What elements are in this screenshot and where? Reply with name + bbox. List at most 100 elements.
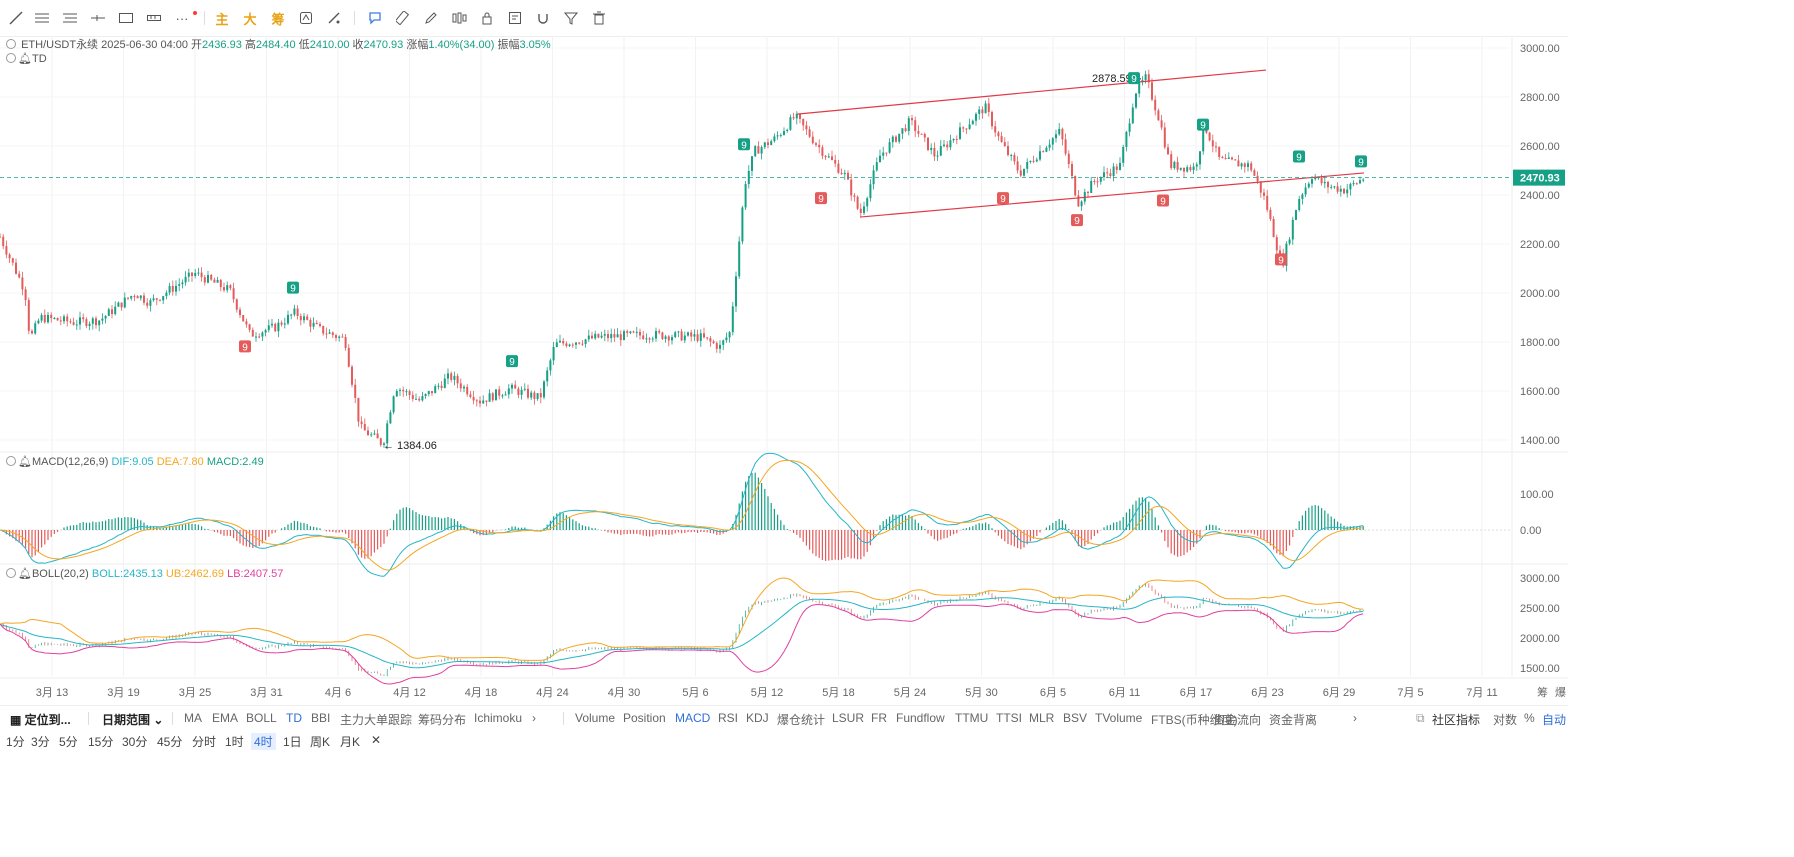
filter-icon[interactable] [563,10,579,26]
candle-body [994,126,997,133]
candle-body [1243,163,1246,168]
interval-3m[interactable]: 3分 [31,735,50,749]
candle-body [1218,146,1221,157]
tab-boll[interactable]: BOLL [246,711,277,725]
tab-td[interactable]: TD [286,711,302,725]
chevron-right-icon[interactable]: › [1353,711,1357,725]
tab-mlr[interactable]: MLR [1029,711,1055,725]
visibility-icon[interactable] [6,53,16,63]
tab-volume[interactable]: Volume [575,711,616,725]
tab-main-force[interactable]: 主力大单跟踪 [340,713,413,727]
visibility-icon[interactable] [6,568,16,578]
interval-15m[interactable]: 15分 [88,735,114,749]
more-tools-icon[interactable]: ··· [175,10,189,26]
tab-position[interactable]: Position [623,711,666,725]
tab-rsi[interactable]: RSI [718,711,739,725]
external-link-icon[interactable]: ⧉ [1416,711,1425,725]
interval-1m[interactable]: 1分 [6,735,25,749]
parallel-channel-icon[interactable] [62,10,78,26]
candle-body [31,330,33,334]
cycle-icon[interactable] [298,10,314,26]
tab-tvolume[interactable]: TVolume [1095,711,1143,725]
candle-body [1240,163,1243,167]
candle-body [1336,186,1339,192]
candle-body [1295,210,1297,220]
interval-1h[interactable]: 1时 [225,735,244,749]
close-icon[interactable]: ✕ [371,733,382,747]
ruler-icon[interactable] [395,10,411,26]
magnet-icon[interactable] [535,10,551,26]
candle-body [891,136,894,143]
interval-45m[interactable]: 45分 [157,735,183,749]
tab-bsv[interactable]: BSV [1063,711,1088,725]
line-tool-icon[interactable] [8,10,24,26]
tab-fr[interactable]: FR [871,711,887,725]
community-indicators-button[interactable]: 社区指标 [1432,713,1481,727]
candle-body [978,109,981,114]
callout-icon[interactable] [367,10,383,26]
tab-fund-divergence[interactable]: 资金背离 [1269,713,1318,727]
auto-scale-toggle[interactable]: 自动 [1542,713,1567,727]
visibility-icon[interactable] [6,39,16,49]
locate-button[interactable]: ▦ 定位到... [10,713,71,727]
rectangle-icon[interactable] [118,10,134,26]
interval-4h[interactable]: 4时 [251,733,276,750]
interval-month[interactable]: 月K [340,735,361,749]
candle-body [328,332,331,334]
lock-icon[interactable] [479,10,495,26]
candle-body [450,373,453,380]
interval-timeline[interactable]: 分时 [192,735,217,749]
main-force-button[interactable]: 主 [215,11,229,27]
tab-bbi[interactable]: BBI [311,711,331,725]
tab-macd[interactable]: MACD [675,711,711,725]
tab-ichimoku[interactable]: Ichimoku [474,711,523,725]
log-scale-toggle[interactable]: 对数 [1493,713,1518,727]
tab-ttsi[interactable]: TTSI [996,711,1022,725]
interval-30m[interactable]: 30分 [122,735,148,749]
tab-ema[interactable]: EMA [212,711,239,725]
visibility-icon[interactable] [6,456,16,466]
change-value: 1.40%(34.00) [428,39,495,51]
tab-ftbs[interactable]: FTBS(币种维度) [1151,713,1238,727]
candle-body [1259,181,1262,193]
interval-week[interactable]: 周K [310,735,331,749]
interval-5m[interactable]: 5分 [59,735,78,749]
percent-scale-toggle[interactable]: % [1524,711,1535,725]
tab-chip[interactable]: 筹码分布 [418,713,467,727]
candle-body [255,336,257,338]
tab-fund-flow-cn[interactable]: 资金流向 [1213,713,1262,727]
brush-icon[interactable] [326,10,342,26]
candle-body [792,117,795,119]
candlestick-icon[interactable] [451,10,467,26]
tab-ttmu[interactable]: TTMU [955,711,989,725]
edit-note-icon[interactable] [507,10,523,26]
tab-lsur[interactable]: LSUR [832,711,865,725]
candle-body [866,198,869,207]
measure-icon[interactable] [146,10,162,26]
macd-panel [0,452,1364,577]
td-marker-label: 9 [1000,194,1006,205]
candle-body [408,391,411,396]
tab-ma[interactable]: MA [184,711,202,725]
candle-body [1250,163,1253,171]
candle-body [661,332,664,339]
candle-body [216,279,219,283]
candle-body [936,155,939,157]
tab-liquidation[interactable]: 爆仓统计 [777,713,826,727]
date-range-dropdown[interactable]: 日期范围 ⌄ [102,713,164,727]
tab-fundflow[interactable]: Fundflow [896,711,945,725]
tab-kdj[interactable]: KDJ [746,711,769,725]
chart-canvas[interactable]: 2470.93 2878.59 ← 1384.06 9 9 9 9 9 9 9 9 9 9 9 9 9 3月 … [0,36,1568,705]
large-order-button[interactable]: 大 [243,11,257,27]
chip-button[interactable]: 筹 [271,11,285,27]
pencil-icon[interactable] [423,10,439,26]
candle-body [66,316,69,322]
bar-time: 2025-06-30 04:00 [101,39,188,51]
horizontal-ray-icon[interactable] [90,10,106,26]
multi-line-tool-icon[interactable] [34,10,50,26]
trash-icon[interactable] [591,10,607,26]
date-tick-label: 6月 29 [1323,687,1355,699]
chevron-right-icon[interactable]: › [532,711,536,725]
interval-1d[interactable]: 1日 [283,735,302,749]
td-marker-label: 9 [509,357,515,368]
